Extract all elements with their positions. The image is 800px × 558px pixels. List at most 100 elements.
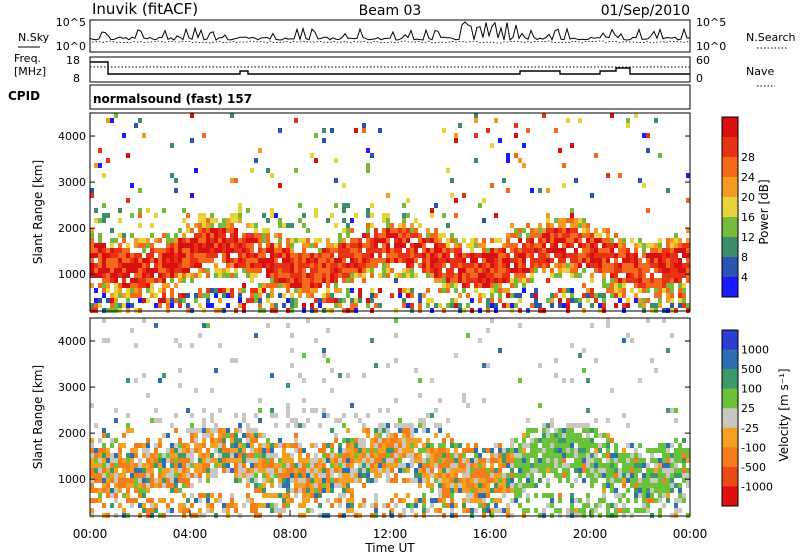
range-cell [430, 463, 434, 468]
range-cell [554, 228, 558, 233]
range-cell [126, 293, 130, 298]
range-cell [290, 463, 294, 468]
range-cell [114, 288, 118, 293]
range-cell [102, 293, 106, 298]
range-cell [130, 478, 134, 483]
range-cell [210, 243, 214, 248]
range-cell [534, 293, 538, 298]
range-cell [654, 463, 658, 468]
range-cell [270, 508, 274, 513]
range-cell [154, 443, 158, 448]
range-cell [406, 303, 410, 308]
range-cell [246, 208, 250, 213]
range-cell [598, 258, 602, 263]
range-cell [262, 493, 266, 498]
range-cell [554, 453, 558, 458]
range-cell [242, 253, 246, 258]
range-cell [670, 443, 674, 448]
range-cell [382, 213, 386, 218]
range-cell [278, 218, 282, 223]
range-cell [398, 238, 402, 243]
range-cell [394, 438, 398, 443]
range-cell [682, 458, 686, 463]
range-cell [106, 283, 110, 288]
range-cell [130, 498, 134, 503]
range-cell [526, 433, 530, 438]
range-cell [398, 233, 402, 238]
range-cell [258, 238, 262, 243]
range-cell [366, 478, 370, 483]
range-cell [130, 303, 134, 308]
range-cell [550, 238, 554, 243]
range-cell [454, 273, 458, 278]
range-cell [602, 433, 606, 438]
range-cell [382, 218, 386, 223]
range-cell [346, 268, 350, 273]
range-cell [470, 463, 474, 468]
range-cell [646, 148, 650, 153]
range-cell [106, 448, 110, 453]
range-cell [146, 393, 150, 398]
range-cell [678, 303, 682, 308]
range-cell [446, 493, 450, 498]
range-cell [570, 448, 574, 453]
range-cell [98, 238, 102, 243]
colorbar-tick-label: -500 [741, 461, 766, 474]
range-cell [550, 438, 554, 443]
range-cell [214, 463, 218, 468]
range-cell [402, 228, 406, 233]
range-cell [230, 238, 234, 243]
range-cell [558, 478, 562, 483]
range-cell [342, 203, 346, 208]
range-cell [306, 458, 310, 463]
range-cell [150, 223, 154, 228]
range-cell [462, 253, 466, 258]
range-cell [486, 253, 490, 258]
range-cell [602, 253, 606, 258]
range-cell [286, 278, 290, 283]
range-cell [162, 298, 166, 303]
range-cell [506, 463, 510, 468]
range-cell [518, 503, 522, 508]
range-cell [326, 243, 330, 248]
range-cell [462, 458, 466, 463]
range-cell [446, 248, 450, 253]
range-cell [586, 288, 590, 293]
range-cell [382, 273, 386, 278]
range-cell [358, 253, 362, 258]
range-cell [398, 428, 402, 433]
range-cell [390, 448, 394, 453]
range-cell [566, 263, 570, 268]
range-cell [178, 248, 182, 253]
range-cell [234, 273, 238, 278]
range-cell [290, 473, 294, 478]
range-cell [258, 248, 262, 253]
range-cell [178, 473, 182, 478]
range-cell [106, 258, 110, 263]
range-cell [398, 423, 402, 428]
range-cell [462, 448, 466, 453]
range-cell [186, 238, 190, 243]
range-cell [642, 303, 646, 308]
range-cell [314, 298, 318, 303]
range-cell [182, 218, 186, 223]
range-cell [198, 248, 202, 253]
range-cell [166, 303, 170, 308]
range-cell [486, 363, 490, 368]
range-cell [298, 283, 302, 288]
range-cell [462, 453, 466, 458]
range-cell [190, 248, 194, 253]
range-cell [222, 508, 226, 513]
range-cell [554, 433, 558, 438]
range-cell [622, 458, 626, 463]
range-cell [342, 243, 346, 248]
range-cell [122, 433, 126, 438]
range-cell [414, 248, 418, 253]
range-cell [494, 303, 498, 308]
range-cell [294, 418, 298, 423]
range-cell [570, 218, 574, 223]
range-cell [174, 463, 178, 468]
range-cell [674, 273, 678, 278]
range-cell [110, 228, 114, 233]
range-cell [302, 448, 306, 453]
